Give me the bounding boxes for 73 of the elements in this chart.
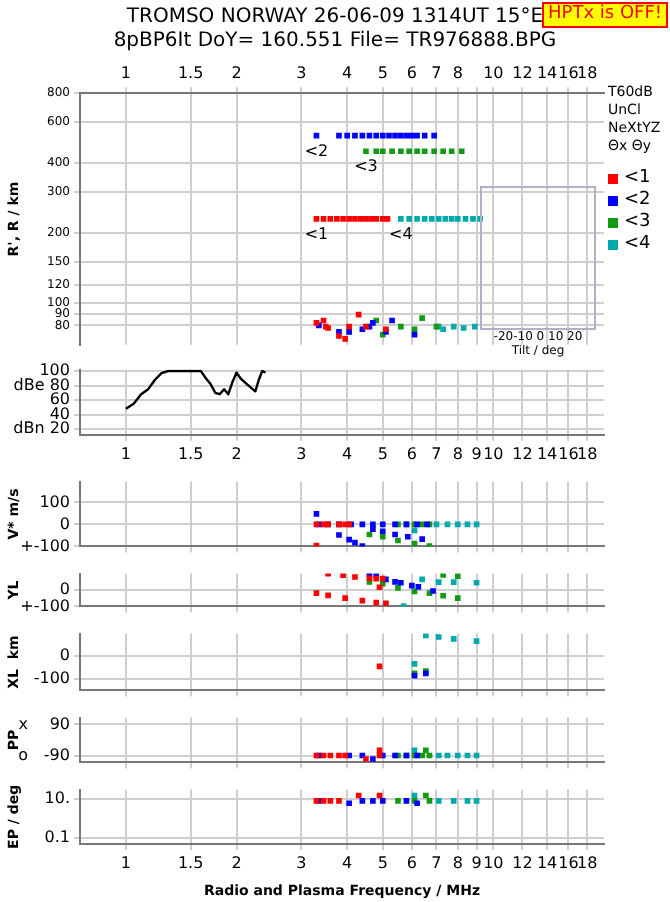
legend-label: <2 [624, 190, 651, 212]
x-tick-label: 7 [431, 63, 442, 82]
x-tick-label: 9 [471, 853, 482, 872]
y-tick-label: 100 [39, 361, 70, 380]
x-tick-label: 18 [577, 853, 598, 872]
x-tick-label: 14 [536, 444, 558, 463]
y-tick-label: 60 [49, 390, 70, 409]
x-tick-label: 10 [483, 853, 504, 872]
x-tick-label: 8 [452, 63, 463, 82]
x-tick-label: 16 [558, 444, 579, 463]
chart-title: TROMSO NORWAY 26-06-09 1314UT 15°E [126, 6, 544, 28]
y-tick-label: +-100 [20, 536, 70, 555]
text: <1 [304, 225, 329, 244]
x-tick-label: 5 [377, 444, 388, 463]
y-tick-label: 10. [44, 789, 70, 808]
x-tick-label: 7 [431, 853, 442, 872]
x-tick-label: 1 [120, 853, 131, 872]
y-tick-label: 40 [49, 404, 70, 423]
x-tick-label: 9 [471, 444, 482, 463]
x-tick-label: 16 [558, 63, 579, 82]
text: o [18, 745, 29, 764]
x-tick-label: 2 [231, 444, 242, 463]
y-tick-label: -100 [33, 669, 70, 688]
x-tick-label: 1 [120, 63, 131, 82]
x-tick-label: 1.5 [177, 444, 204, 463]
x-tick-label: 12 [512, 444, 533, 463]
legend-label: <4 [624, 234, 651, 256]
y-tick-label: 0.1 [44, 828, 70, 847]
x-tick-label: 4 [342, 444, 353, 463]
y-tick-label: dBe 80 [13, 375, 70, 394]
x-tick-label: 4 [342, 853, 353, 872]
x-tick-label: 4 [342, 63, 353, 82]
x-tick-label: 5 [377, 63, 388, 82]
x-tick-label: 18 [577, 444, 598, 463]
x-tick-label: 12 [512, 853, 533, 872]
x-tick-label: 5 [377, 853, 388, 872]
x-tick-label: 7 [431, 444, 442, 463]
text: <4 [389, 225, 413, 244]
x-tick-label: 1.5 [177, 63, 204, 82]
legend-label: <1 [624, 168, 651, 190]
x-tick-label: 2 [231, 63, 242, 82]
x-tick-label: 1 [120, 444, 131, 463]
y-tick-label: 0 [59, 580, 70, 599]
text: HPTx is OFF! [542, 2, 668, 28]
x-tick-label: 14 [536, 63, 558, 82]
y-tick-label: -90 [43, 745, 70, 764]
x-tick-label: 2 [231, 853, 242, 872]
x-tick-label: 6 [406, 444, 417, 463]
x-tick-label: 16 [558, 853, 579, 872]
y-tick-label: 100 [39, 492, 70, 511]
x-tick-label: 18 [577, 63, 598, 82]
y-tick-label: 0 [59, 646, 70, 665]
x-tick-label: 10 [483, 444, 504, 463]
x-tick-label: 3 [296, 63, 307, 82]
y-tick-label: 90 [49, 714, 70, 733]
y-tick-label: +-100 [20, 596, 70, 615]
x-tick-label: 8 [452, 444, 463, 463]
x-tick-label: 6 [406, 853, 417, 872]
x-tick-label: 3 [296, 853, 307, 872]
text: x [18, 714, 29, 733]
x-tick-label: 10 [483, 63, 504, 82]
x-tick-label: 1.5 [177, 853, 204, 872]
x-tick-label: 3 [296, 444, 307, 463]
text: <2 [304, 141, 329, 160]
x-tick-label: 12 [512, 63, 533, 82]
legend-label: <3 [624, 212, 651, 234]
x-tick-label: 14 [536, 853, 558, 872]
x-tick-label: 8 [452, 853, 463, 872]
text: <3 [354, 157, 378, 176]
chart-subtitle: 8pBP6It DoY= 160.551 File= TR976888.BPG [111, 30, 559, 54]
y-tick-label: dBn 20 [13, 419, 70, 438]
y-tick-label: 0 [59, 514, 70, 533]
x-tick-label: 6 [406, 63, 417, 82]
